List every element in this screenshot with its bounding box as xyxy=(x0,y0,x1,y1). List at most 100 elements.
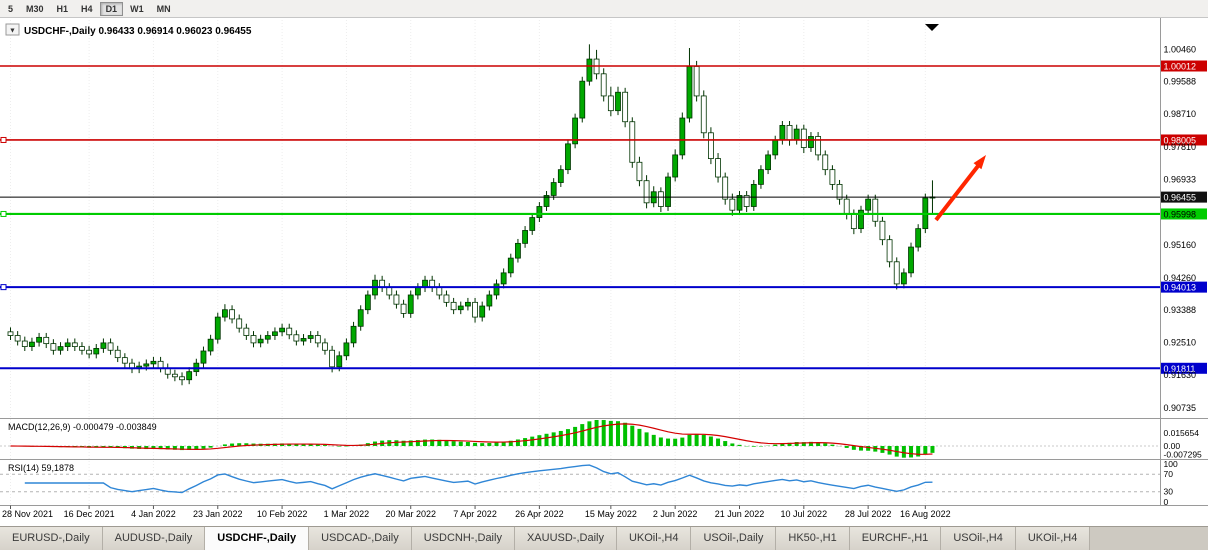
symbol-tab-usdcnh-daily[interactable]: USDCNH-,Daily xyxy=(411,527,515,550)
svg-text:0.98710: 0.98710 xyxy=(1164,109,1197,119)
symbol-tab-xauusd-daily[interactable]: XAUUSD-,Daily xyxy=(514,527,617,550)
svg-text:0.99588: 0.99588 xyxy=(1164,77,1197,87)
price-axis[interactable]: 1.00012 0.98005 0.95998 0.94013 0.91811 0.964… xyxy=(1161,44,1207,413)
candle xyxy=(557,169,564,183)
trend-arrow-head[interactable] xyxy=(973,155,987,170)
candle xyxy=(29,341,35,347)
symbol-tab-usoil-h4[interactable]: USOil-,H4 xyxy=(941,527,1016,550)
candle xyxy=(236,318,243,329)
symbol-tab-usdcad-daily[interactable]: USDCAD-,Daily xyxy=(309,527,412,550)
symbol-tab-ukoil-h4[interactable]: UKOil-,H4 xyxy=(1015,527,1091,550)
symbol-tab-ukoil-h4[interactable]: UKOil-,H4 xyxy=(616,527,692,550)
symbol-tab-hk50-h1[interactable]: HK50-,H1 xyxy=(776,527,850,550)
svg-text:0.98005: 0.98005 xyxy=(1164,135,1197,145)
annotations-layer[interactable] xyxy=(925,24,987,222)
symbol-tab-usdchf-daily[interactable]: USDCHF-,Daily xyxy=(205,527,310,550)
candle xyxy=(507,257,514,274)
candle xyxy=(186,371,193,381)
candle xyxy=(386,287,393,296)
candle xyxy=(679,117,686,156)
symbol-tab-eurusd-daily[interactable]: EURUSD-,Daily xyxy=(0,527,103,550)
date-label: 21 Jun 2022 xyxy=(715,509,765,519)
candle xyxy=(171,373,178,378)
timeframe-button-mn[interactable]: MN xyxy=(156,3,171,14)
candle xyxy=(157,360,164,369)
rsi-axis-100: 100 xyxy=(1164,459,1178,469)
candle xyxy=(100,342,107,349)
candle xyxy=(672,154,679,178)
rsi-axis-70: 70 xyxy=(1164,469,1174,479)
trend-arrow-annotation[interactable] xyxy=(934,164,980,222)
candle xyxy=(493,283,500,296)
candle xyxy=(536,206,543,218)
symbol-dropdown-button[interactable] xyxy=(5,23,20,36)
candle xyxy=(243,327,250,336)
candle xyxy=(500,272,507,285)
rsi-label: RSI(14) 59,1878 xyxy=(8,463,74,473)
candle xyxy=(414,287,421,296)
candle xyxy=(407,294,414,314)
candle xyxy=(357,309,364,327)
hlines-layer xyxy=(0,65,1160,370)
candle xyxy=(479,305,486,318)
candle xyxy=(543,195,550,207)
dropdown-caret-icon: ▼ xyxy=(9,28,16,35)
date-label: 16 Dec 2021 xyxy=(64,509,115,519)
symbol-tab-audusd-daily[interactable]: AUDUSD-,Daily xyxy=(102,527,206,550)
candle xyxy=(300,338,307,342)
candle xyxy=(257,338,264,344)
chart-shift-marker[interactable] xyxy=(925,24,939,31)
timeframe-button-h1[interactable]: H1 xyxy=(56,3,69,14)
chart-canvas[interactable]: 1.00012 0.98005 0.95998 0.94013 0.91811 0.964… xyxy=(0,0,1208,526)
symbol-tab-usoil-daily[interactable]: USOil-,Daily xyxy=(691,527,777,550)
candle xyxy=(343,342,350,357)
candle xyxy=(765,154,771,171)
candle xyxy=(572,117,579,145)
candle xyxy=(279,327,285,333)
svg-text:1.00012: 1.00012 xyxy=(1164,62,1197,72)
candle xyxy=(307,335,314,339)
date-label: 1 Mar 2022 xyxy=(324,509,370,519)
timeframe-button-d1[interactable]: D1 xyxy=(99,1,124,16)
candle xyxy=(179,376,185,381)
candle xyxy=(57,346,64,351)
svg-text:0.91630: 0.91630 xyxy=(1164,370,1197,380)
candle xyxy=(522,230,528,244)
candle xyxy=(515,242,521,259)
candle xyxy=(850,213,857,230)
candle xyxy=(329,349,336,368)
svg-text:0.94013: 0.94013 xyxy=(1164,283,1197,293)
time-axis[interactable]: 28 Nov 2021 16 Dec 2021 4 Jan 2022 23 Jan 2… xyxy=(2,505,951,520)
candle xyxy=(729,198,736,211)
date-label: 20 Mar 2022 xyxy=(385,509,436,519)
candle xyxy=(629,121,636,163)
chart-title: USDCHF-,Daily 0.96433 0.96914 0.96023 0.… xyxy=(24,26,252,37)
candle xyxy=(272,331,278,336)
timeframe-button-w1[interactable]: W1 xyxy=(130,3,144,14)
candle xyxy=(908,246,914,274)
candle xyxy=(79,346,85,351)
macd-axis-zero: 0.00 xyxy=(1164,441,1181,451)
candle xyxy=(314,335,321,344)
symbol-tab-eurchf-h1[interactable]: EURCHF-,H1 xyxy=(849,527,942,550)
timeframe-button-m30[interactable]: M30 xyxy=(26,3,44,14)
date-label: 10 Feb 2022 xyxy=(257,509,308,519)
svg-text:0.96455: 0.96455 xyxy=(1164,193,1197,203)
candle xyxy=(843,198,850,215)
timeframe-button-5[interactable]: 5 xyxy=(8,3,14,14)
candle xyxy=(393,294,400,305)
candle xyxy=(43,336,50,345)
candle xyxy=(322,342,328,351)
candle xyxy=(915,228,922,248)
macd-label: MACD(12,26,9) -0.000479 -0.003849 xyxy=(8,422,157,432)
date-label: 15 May 2022 xyxy=(585,509,637,519)
candle xyxy=(50,343,57,351)
candle xyxy=(457,305,464,311)
candle xyxy=(800,128,807,148)
date-label: 2 Jun 2022 xyxy=(653,509,698,519)
candle xyxy=(200,350,207,364)
rsi-axis-30: 30 xyxy=(1164,487,1174,497)
candle xyxy=(400,303,407,314)
candle xyxy=(465,301,471,307)
timeframe-button-h4[interactable]: H4 xyxy=(81,3,93,14)
